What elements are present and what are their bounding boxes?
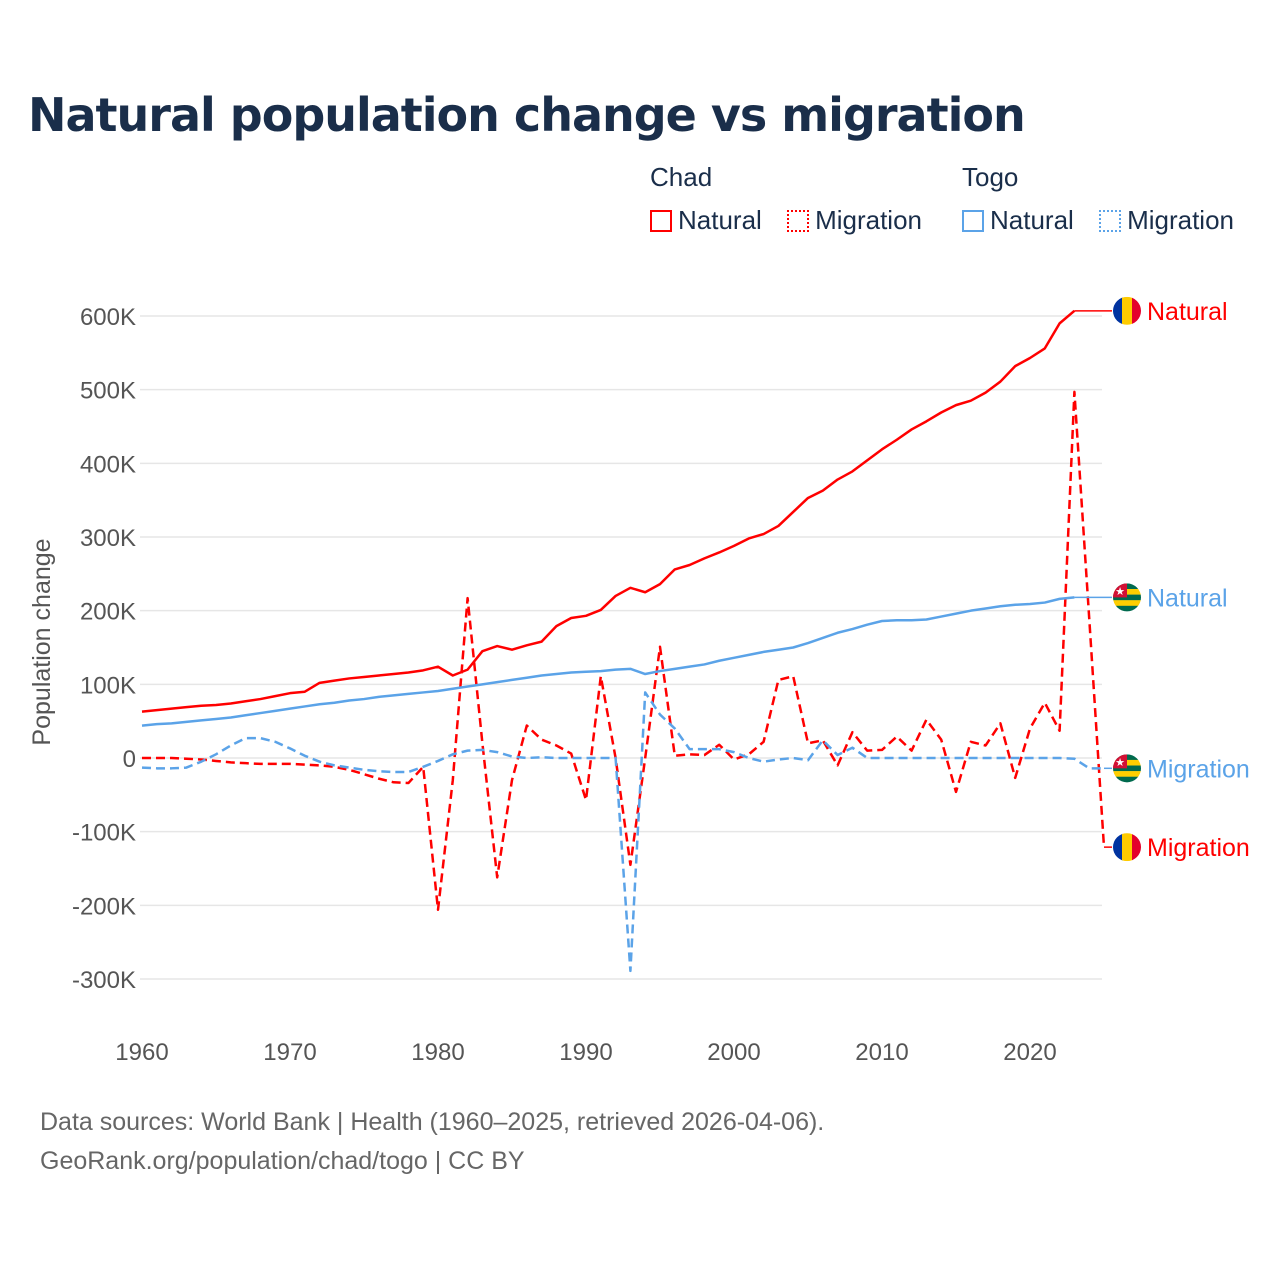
x-tick-label: 1960 (115, 1039, 168, 1066)
flag-stripe (1113, 605, 1141, 612)
y-tick-label: 100K (80, 672, 136, 699)
y-tick-label: 600K (80, 304, 136, 331)
chad-flag-icon (1113, 833, 1141, 862)
legend-label: Migration (815, 205, 922, 235)
flag-stripe (1132, 833, 1141, 862)
series-line-togo-natural (141, 596, 1075, 727)
series-end-label: Migration (1147, 834, 1250, 862)
legend-item-togo-natural[interactable]: Natural (962, 205, 1074, 236)
series-line-togo-migration (141, 691, 1104, 973)
flag-body (1113, 296, 1141, 325)
legend-swatch-dotted (1099, 209, 1122, 232)
footer-sources: Data sources: World Bank | Health (1960–… (40, 1108, 825, 1136)
series-line-chad-migration (142, 390, 1106, 912)
y-tick-label: 400K (80, 451, 136, 478)
legend-group-title: Togo (962, 162, 1019, 192)
flag-body: ★ (1113, 754, 1141, 783)
legend-group-title: Chad (650, 162, 713, 192)
y-tick-label: -100K (72, 820, 136, 847)
y-tick-label: 300K (80, 525, 136, 552)
chad-flag-icon (1113, 296, 1141, 325)
legend-swatch-solid (650, 209, 672, 232)
togo-flag-icon: ★ (1113, 754, 1141, 783)
x-tick-label: 2000 (707, 1039, 760, 1066)
legend-swatch-dotted (787, 209, 810, 232)
flag-stripe (1113, 600, 1141, 607)
flag-stripe (1113, 296, 1123, 325)
y-axis-label: Population change (28, 538, 56, 745)
flag-stripe (1113, 594, 1141, 601)
x-tick-label: 1990 (559, 1039, 612, 1066)
star-icon: ★ (1115, 757, 1125, 769)
flag-stripe (1113, 833, 1123, 862)
flag-stripe (1122, 296, 1132, 325)
y-tick-label: -200K (72, 893, 136, 920)
legend-group-chad: Chad Natural Migration (650, 162, 940, 239)
star-icon: ★ (1115, 586, 1125, 598)
legend-item-chad-migration[interactable]: Migration (787, 205, 922, 236)
x-tick-label: 2010 (855, 1039, 908, 1066)
series-end-label: Migration (1147, 755, 1250, 783)
flag-stripe (1122, 833, 1132, 862)
x-tick-label: 2020 (1003, 1039, 1056, 1066)
flag-body: ★ (1113, 583, 1141, 612)
y-tick-label: 200K (80, 599, 136, 626)
flag-stripe (1113, 771, 1141, 777)
series-line-chad-natural (141, 309, 1076, 713)
flag-body (1113, 833, 1141, 862)
togo-flag-icon: ★ (1113, 583, 1141, 612)
legend-group-togo: Togo Natural Migration (962, 162, 1234, 239)
legend-label: Natural (990, 205, 1074, 235)
chart-title: Natural population change vs migration (28, 88, 1026, 142)
flag-stripe (1113, 776, 1141, 783)
series-end-label: Natural (1147, 298, 1228, 326)
legend-label: Natural (678, 205, 762, 235)
flag-stripe (1132, 296, 1141, 325)
y-tick-label: -300K (72, 967, 136, 994)
y-tick-label: 500K (80, 378, 136, 405)
flag-stripe (1113, 765, 1141, 772)
footer-link[interactable]: GeoRank.org/population/chad/togo | CC BY (40, 1147, 525, 1175)
x-tick-label: 1980 (411, 1039, 464, 1066)
y-tick-label: 0 (123, 746, 136, 773)
legend-item-chad-natural[interactable]: Natural (650, 205, 762, 236)
series-end-label: Natural (1147, 584, 1228, 612)
legend-item-togo-migration[interactable]: Migration (1099, 205, 1234, 236)
legend-label: Migration (1127, 205, 1234, 235)
x-tick-label: 1970 (263, 1039, 316, 1066)
legend-swatch-solid (962, 209, 984, 232)
